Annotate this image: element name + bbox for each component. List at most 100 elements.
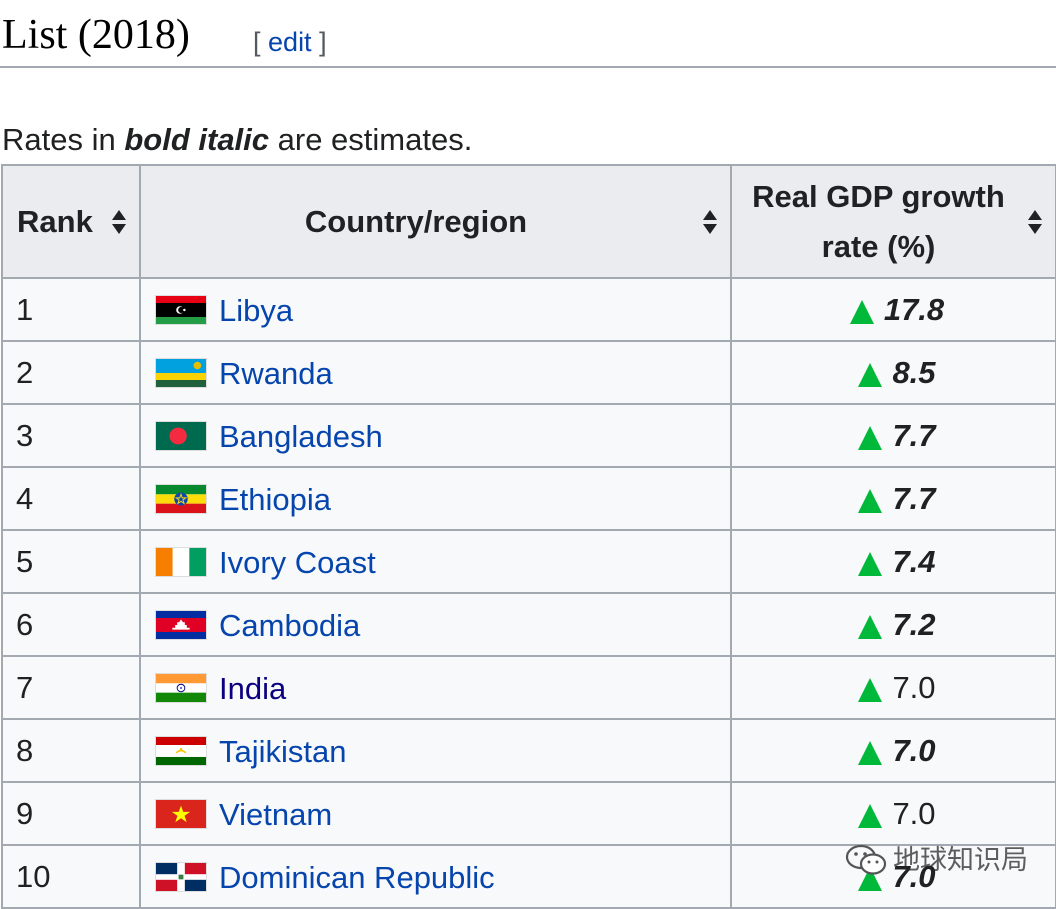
country-link[interactable]: Ethiopia xyxy=(219,481,332,517)
cambodia-flag-icon xyxy=(155,610,207,641)
country-cell: Bangladesh xyxy=(139,403,732,468)
ethiopia-flag-icon xyxy=(155,484,207,515)
table-header-row: Rank Country/region Real GDP growth rate… xyxy=(1,164,1056,279)
table-row: 2 Rwanda 8.5 xyxy=(1,340,1056,405)
table-row: 6 Cambodia 7.2 xyxy=(1,592,1056,657)
table-row: 5 Ivory Coast 7.4 xyxy=(1,529,1056,594)
rate-header-label: Real GDP growth rate (%) xyxy=(752,178,1005,264)
rank-cell: 5 xyxy=(1,529,141,594)
table-row: 10 Dominican Republic 7.0 xyxy=(1,844,1056,909)
dominican-republic-flag-icon xyxy=(155,862,207,893)
rank-cell: 9 xyxy=(1,781,141,846)
rank-cell: 10 xyxy=(1,844,141,909)
country-link[interactable]: Dominican Republic xyxy=(219,859,495,895)
rate-cell: 7.0 xyxy=(730,781,1056,846)
up-arrow-icon xyxy=(858,362,883,387)
country-header-label: Country/region xyxy=(304,203,528,239)
rank-cell: 7 xyxy=(1,655,141,720)
rank-cell: 4 xyxy=(1,466,141,531)
rank-cell: 1 xyxy=(1,277,141,342)
rate-value: 7.7 xyxy=(892,480,936,516)
country-cell: India xyxy=(139,655,732,720)
note-suffix: are estimates. xyxy=(269,122,473,157)
country-cell: Ethiopia xyxy=(139,466,732,531)
rate-value: 7.4 xyxy=(892,543,936,579)
country-link[interactable]: India xyxy=(219,670,287,706)
table-row: 1 Libya 17.8 xyxy=(1,277,1056,342)
rate-value: 7.7 xyxy=(892,417,936,453)
rwanda-flag-icon xyxy=(155,358,207,389)
section-title: List (2018) xyxy=(2,12,190,58)
edit-link[interactable]: edit xyxy=(268,27,312,57)
table-row: 7 India 7.0 xyxy=(1,655,1056,720)
up-arrow-icon xyxy=(858,551,883,576)
country-link[interactable]: Vietnam xyxy=(219,796,333,832)
country-cell: Tajikistan xyxy=(139,718,732,783)
rank-cell: 8 xyxy=(1,718,141,783)
country-column-header[interactable]: Country/region xyxy=(139,164,732,279)
bangladesh-flag-icon xyxy=(155,421,207,452)
rank-header-label: Rank xyxy=(17,203,93,239)
country-link[interactable]: Ivory Coast xyxy=(219,544,376,580)
vietnam-flag-icon xyxy=(155,799,207,830)
rate-cell: 7.7 xyxy=(730,466,1056,531)
watermark: 地球知识局 xyxy=(845,842,1028,878)
tajikistan-flag-icon xyxy=(155,736,207,767)
up-arrow-icon xyxy=(858,677,883,702)
rate-value: 17.8 xyxy=(883,291,945,327)
rank-cell: 2 xyxy=(1,340,141,405)
edit-bracket-close: ] xyxy=(319,27,327,57)
country-cell: Vietnam xyxy=(139,781,732,846)
country-link[interactable]: Tajikistan xyxy=(219,733,347,769)
country-link[interactable]: Bangladesh xyxy=(219,418,383,454)
rate-cell: 7.0 xyxy=(730,718,1056,783)
libya-flag-icon xyxy=(155,295,207,326)
table-row: 8 Tajikistan 7.0 xyxy=(1,718,1056,783)
rate-cell: 7.4 xyxy=(730,529,1056,594)
up-arrow-icon xyxy=(858,488,883,513)
sort-icon[interactable] xyxy=(1027,208,1043,236)
country-link[interactable]: Libya xyxy=(219,292,294,328)
country-link[interactable]: Cambodia xyxy=(219,607,361,643)
country-cell: Cambodia xyxy=(139,592,732,657)
country-link[interactable]: Rwanda xyxy=(219,355,333,391)
rate-value: 8.5 xyxy=(892,354,936,390)
rate-value: 7.0 xyxy=(892,795,936,831)
rate-value: 7.0 xyxy=(892,858,936,894)
country-cell: Ivory Coast xyxy=(139,529,732,594)
edit-bracket-open: [ xyxy=(253,27,261,57)
rate-column-header[interactable]: Real GDP growth rate (%) xyxy=(730,164,1056,279)
wechat-icon xyxy=(845,844,887,875)
watermark-text: 地球知识局 xyxy=(893,845,1028,875)
rank-cell: 6 xyxy=(1,592,141,657)
sort-icon[interactable] xyxy=(111,208,127,236)
edit-section: [ edit ] xyxy=(253,24,327,60)
up-arrow-icon xyxy=(858,803,883,828)
india-flag-icon xyxy=(155,673,207,704)
rate-cell: 17.8 xyxy=(730,277,1056,342)
sort-icon[interactable] xyxy=(702,208,718,236)
rate-value: 7.2 xyxy=(892,606,936,642)
table-body: 1 Libya 17.8 2 Rwanda 8.5 3 Bangladesh 7.7 4 Ethio… xyxy=(1,277,1056,909)
rate-cell: 7.0 xyxy=(730,844,1056,909)
country-cell: Rwanda xyxy=(139,340,732,405)
table-row: 3 Bangladesh 7.7 xyxy=(1,403,1056,468)
up-arrow-icon xyxy=(849,299,874,324)
rank-cell: 3 xyxy=(1,403,141,468)
rate-cell: 8.5 xyxy=(730,340,1056,405)
table-row: 9 Vietnam 7.0 xyxy=(1,781,1056,846)
rank-column-header[interactable]: Rank xyxy=(1,164,141,279)
up-arrow-icon xyxy=(858,425,883,450)
note-prefix: Rates in xyxy=(2,122,125,157)
rate-value: 7.0 xyxy=(892,669,936,705)
up-arrow-icon xyxy=(858,740,883,765)
rate-cell: 7.0 xyxy=(730,655,1056,720)
rate-value: 7.0 xyxy=(892,732,936,768)
ivory-coast-flag-icon xyxy=(155,547,207,578)
gdp-growth-table: Rank Country/region Real GDP growth rate… xyxy=(1,164,1056,909)
rate-cell: 7.7 xyxy=(730,403,1056,468)
rate-cell: 7.2 xyxy=(730,592,1056,657)
section-heading: List (2018) [ edit ] xyxy=(0,0,1056,68)
up-arrow-icon xyxy=(858,614,883,639)
table-row: 4 Ethiopia 7.7 xyxy=(1,466,1056,531)
